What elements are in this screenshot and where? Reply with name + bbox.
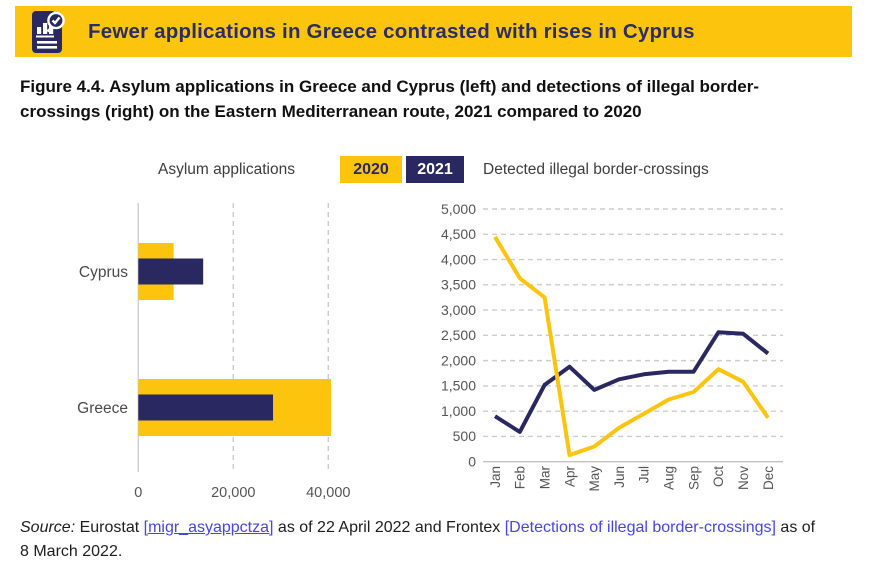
bar-category-label: Greece <box>77 400 128 417</box>
border-crossings-line-chart: 0 500 1,000 1,500 2,000 2,500 3,000 3,500 4,000 4… <box>441 201 783 492</box>
line-month-label: Jul <box>637 466 652 483</box>
line-month-label: Apr <box>562 466 577 488</box>
line-y-tick-label: 3,000 <box>441 302 476 318</box>
source-text-1: Eurostat <box>75 519 144 536</box>
legend-chip-2020: 2020 <box>340 156 402 183</box>
source-note: Source: Eurostat [migr_asyappctza] as of… <box>20 516 820 564</box>
line-y-tick-label: 1,500 <box>441 378 476 394</box>
line-month-label: Nov <box>736 466 751 490</box>
line-y-tick-label: 5,000 <box>441 201 476 217</box>
line-y-tick-label: 3,500 <box>441 277 476 293</box>
source-text-2: as of 22 April 2022 and Frontex <box>273 519 505 536</box>
line-y-tick-label: 500 <box>453 428 477 444</box>
line-month-label: Aug <box>662 466 677 490</box>
source-text-3: as of 8 March 2022. <box>20 519 816 560</box>
bar-category-label: Cyprus <box>79 264 128 281</box>
frontex-detections-link[interactable]: [Detections of illegal border-crossings] <box>504 519 776 536</box>
report-chart-icon <box>29 9 69 55</box>
line-month-label: Jan <box>488 466 503 488</box>
series-line-2021 <box>493 330 770 434</box>
line-month-label: Dec <box>761 466 776 490</box>
bar-x-tick-label: 0 <box>134 485 142 501</box>
line-y-tick-label: 1,000 <box>441 403 476 419</box>
legend-row: Asylum applications 2020 2021 Detected i… <box>0 156 880 183</box>
eurostat-dataset-link[interactable]: [migr_asyappctza] <box>143 519 274 536</box>
figure-caption: Figure 4.4. Asylum applications in Greec… <box>20 77 760 121</box>
line-month-label: Mar <box>537 465 552 489</box>
source-label: Source: <box>20 519 76 536</box>
line-month-label: May <box>587 466 602 492</box>
line-y-tick-label: 2,000 <box>441 352 476 368</box>
bar-x-tick-label: 20,000 <box>211 485 255 501</box>
line-month-label: Sep <box>686 466 701 490</box>
line-month-label: Oct <box>711 466 726 487</box>
line-y-tick-label: 4,500 <box>441 226 476 242</box>
bar-2021-Cyprus <box>138 258 204 285</box>
left-chart-title: Asylum applications <box>158 161 295 178</box>
line-y-tick-label: 2,500 <box>441 327 476 343</box>
line-y-tick-label: 4,000 <box>441 251 476 267</box>
bar-2021-Greece <box>138 394 274 421</box>
header-banner: Fewer applications in Greece contrasted … <box>15 6 852 57</box>
asylum-applications-bar-chart: Cyprus Greece 0 20,000 40,000 <box>77 203 350 501</box>
line-month-label: Feb <box>513 466 528 489</box>
legend-chip-2021: 2021 <box>406 156 464 183</box>
bar-x-tick-label: 40,000 <box>306 485 350 501</box>
line-month-label: Jun <box>612 466 627 488</box>
series-line-2020 <box>493 235 770 458</box>
line-y-tick-label: 0 <box>468 454 476 470</box>
banner-title: Fewer applications in Greece contrasted … <box>88 19 695 43</box>
right-chart-title: Detected illegal border-crossings <box>483 161 709 178</box>
